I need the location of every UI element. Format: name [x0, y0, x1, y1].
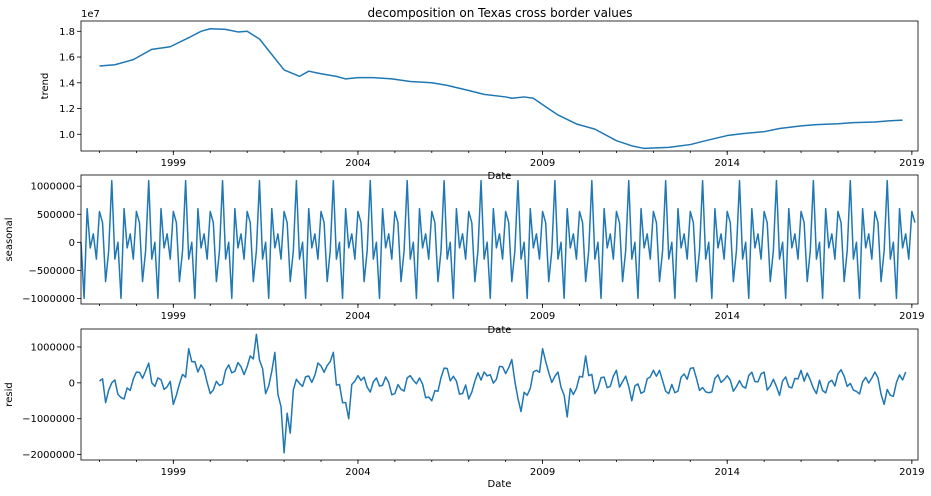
- x-axis-label: Date: [488, 325, 512, 336]
- x-axis-label: Date: [488, 479, 512, 490]
- x-tick-label: 2014: [714, 311, 739, 322]
- x-tick-label: 2004: [345, 467, 370, 478]
- y-tick-label: 1.4: [59, 78, 75, 89]
- y-tick-label: −2000000: [22, 450, 75, 461]
- axes-frame: [80, 328, 919, 461]
- y-tick-label: 1000000: [30, 342, 75, 353]
- trend-series-line: [99, 27, 903, 150]
- y-tick-label: 1.0: [59, 130, 75, 141]
- y-tick-label: 0: [69, 238, 75, 249]
- y-axis-label: seasonal: [4, 217, 15, 261]
- y-axis-label: resid: [4, 382, 15, 406]
- y-tick-label: 1.8: [59, 27, 75, 38]
- axes-frame: [80, 20, 919, 152]
- trend-panel: 1.0 1.2 1.4 1.6 1.8 1999 2004 2009 2014 2019 Date t…: [40, 9, 925, 182]
- y-tick-label: 1.6: [59, 53, 75, 64]
- x-tick-label: 1999: [161, 311, 186, 322]
- x-tick-label: 2009: [530, 467, 555, 478]
- x-tick-label: 2019: [899, 158, 924, 169]
- y-tick-label: −500000: [28, 266, 75, 277]
- x-tick-label: 2004: [345, 158, 370, 169]
- y-tick-label: 0: [69, 378, 75, 389]
- seasonal-panel: −1000000 −500000 0 500000 1000000 1999 2004 200…: [4, 174, 925, 336]
- y-tick-label: 500000: [37, 210, 75, 221]
- x-tick-label: 1999: [161, 467, 186, 478]
- x-tick-label: 2009: [530, 158, 555, 169]
- y-offset-label: 1e7: [81, 9, 100, 20]
- resid-panel: −2000000 −1000000 0 1000000 1999 2004 2009 2014…: [4, 328, 925, 490]
- y-tick-label: 1000000: [30, 182, 75, 193]
- x-tick-label: 2009: [530, 311, 555, 322]
- x-tick-label: 2019: [899, 311, 924, 322]
- x-tick-label: 2014: [714, 467, 739, 478]
- x-tick-label: 2004: [345, 311, 370, 322]
- x-axis-label: Date: [488, 171, 512, 182]
- chart-title: decomposition on Texas cross border valu…: [367, 6, 632, 20]
- x-tick-label: 2014: [714, 158, 739, 169]
- y-axis-label: trend: [40, 73, 51, 100]
- y-tick-label: −1000000: [22, 294, 75, 305]
- seasonal-series-line: [80, 179, 916, 300]
- x-tick-label: 1999: [161, 158, 186, 169]
- x-tick-label: 2019: [899, 467, 924, 478]
- y-tick-label: −1000000: [22, 414, 75, 425]
- resid-series-line: [99, 333, 907, 454]
- y-tick-label: 1.2: [59, 104, 75, 115]
- axes-frame: [80, 174, 919, 305]
